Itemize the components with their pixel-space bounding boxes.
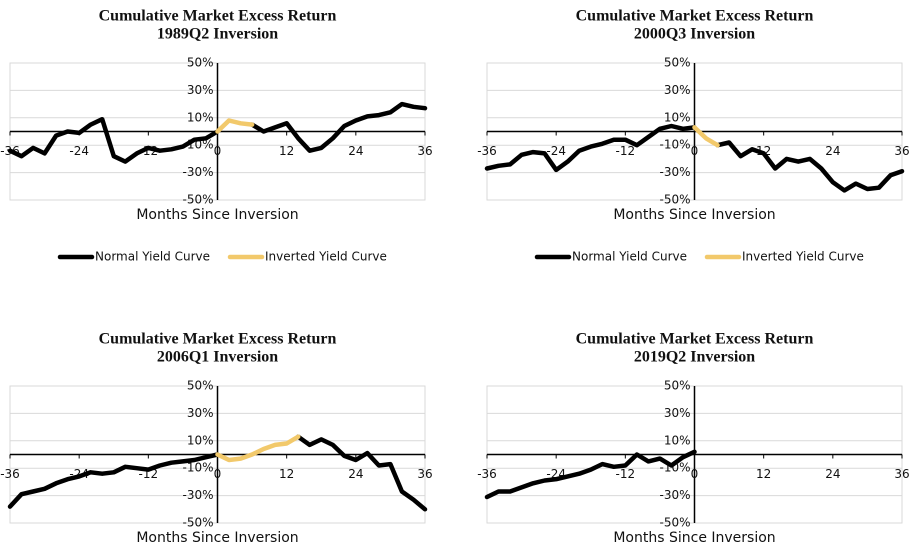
chart-subtitle: 2019Q2 Inversion (634, 349, 755, 366)
chart-title: Cumulative Market Excess Return (99, 331, 337, 348)
x-tick-label: 24 (348, 144, 363, 158)
x-tick-label: 12 (279, 144, 294, 158)
x-tick-label: -24 (546, 144, 566, 158)
series-line (215, 118, 255, 134)
chart-title: Cumulative Market Excess Return (99, 8, 337, 25)
y-tick-label: 10% (664, 110, 691, 124)
x-tick-label: 36 (417, 144, 432, 158)
y-tick-label: -30% (182, 488, 213, 502)
y-tick-label: -10% (659, 138, 690, 152)
x-tick-label: 0 (214, 467, 222, 481)
x-tick-label: 12 (756, 467, 771, 481)
x-tick-label: 0 (691, 144, 699, 158)
x-axis-label: Months Since Inversion (613, 207, 775, 223)
x-tick-label: 24 (825, 144, 840, 158)
legend-label: Normal Yield Curve (95, 250, 210, 264)
x-tick-label: 24 (825, 467, 840, 481)
x-tick-label: 12 (279, 467, 294, 481)
x-tick-label: 0 (691, 467, 699, 481)
legend-label: Inverted Yield Curve (742, 250, 864, 264)
y-tick-label: -30% (182, 165, 213, 179)
chart-subtitle: 2006Q1 Inversion (157, 349, 278, 366)
series-line (215, 434, 301, 463)
legend-label: Inverted Yield Curve (265, 250, 387, 264)
y-tick-label: 10% (664, 433, 691, 447)
y-tick-label: 30% (187, 83, 214, 97)
x-tick-label: 12 (756, 144, 771, 158)
x-tick-label: -36 (0, 467, 20, 481)
x-axis-label: Months Since Inversion (613, 530, 775, 546)
chart-title: Cumulative Market Excess Return (576, 8, 814, 25)
chart-subtitle: 1989Q2 Inversion (157, 26, 278, 43)
x-tick-label: 0 (214, 144, 222, 158)
chart-title: Cumulative Market Excess Return (576, 331, 814, 348)
y-tick-label: 30% (664, 83, 691, 97)
y-tick-label: -50% (182, 516, 213, 530)
y-tick-label: -50% (659, 193, 690, 207)
series-line (484, 449, 697, 500)
x-tick-label: 36 (894, 467, 909, 481)
chart-subtitle: 2000Q3 Inversion (634, 26, 755, 43)
x-tick-label: -36 (477, 144, 497, 158)
y-tick-label: -30% (659, 165, 690, 179)
y-tick-label: -50% (659, 516, 690, 530)
y-tick-label: 30% (664, 406, 691, 420)
series-line (7, 101, 428, 164)
x-tick-label: -12 (616, 467, 636, 481)
y-tick-label: 10% (187, 433, 214, 447)
x-tick-label: 36 (417, 467, 432, 481)
y-tick-label: -30% (659, 488, 690, 502)
y-tick-label: 50% (664, 56, 691, 70)
x-tick-label: -12 (616, 144, 636, 158)
y-tick-label: 10% (187, 110, 214, 124)
x-axis-label: Months Since Inversion (136, 207, 298, 223)
x-tick-label: 24 (348, 467, 363, 481)
y-tick-label: 50% (187, 379, 214, 393)
y-tick-label: 50% (187, 56, 214, 70)
x-tick-label: 36 (894, 144, 909, 158)
series-line (7, 434, 428, 512)
y-tick-label: 50% (664, 379, 691, 393)
y-tick-label: -50% (182, 193, 213, 207)
series-line (484, 123, 905, 193)
y-tick-label: 30% (187, 406, 214, 420)
series-line (692, 125, 720, 148)
x-tick-label: -36 (477, 467, 497, 481)
x-axis-label: Months Since Inversion (136, 530, 298, 546)
y-tick-label: -10% (182, 461, 213, 475)
legend-label: Normal Yield Curve (572, 250, 687, 264)
x-tick-label: -24 (69, 144, 89, 158)
